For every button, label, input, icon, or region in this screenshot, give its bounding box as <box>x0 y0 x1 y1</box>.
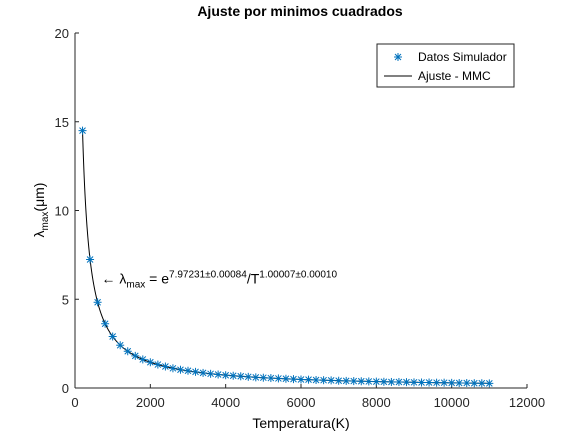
y-axis-label: λmax(μm) <box>31 183 51 238</box>
data-point <box>86 255 95 264</box>
data-point <box>251 373 260 382</box>
data-point <box>357 377 366 386</box>
y-axis-label-lambda: λ <box>31 230 47 237</box>
data-point <box>387 377 396 386</box>
y-tick-label: 15 <box>55 115 69 130</box>
data-point <box>327 376 336 385</box>
x-tick-label: 0 <box>71 395 78 410</box>
data-point <box>462 379 471 388</box>
data-point <box>485 379 494 388</box>
annotation-lambda: λ <box>119 270 126 286</box>
x-tick-label: 6000 <box>287 395 316 410</box>
data-point <box>394 377 403 386</box>
data-point <box>78 126 87 135</box>
data-point <box>304 375 313 384</box>
data-point <box>214 370 223 379</box>
legend-marker-datos-simulador <box>394 53 402 61</box>
data-point <box>161 362 170 371</box>
data-point <box>93 298 102 307</box>
data-point <box>470 379 479 388</box>
data-point <box>153 360 162 369</box>
data-point <box>123 347 132 356</box>
y-tick-label: 5 <box>62 292 69 307</box>
data-point <box>425 378 434 387</box>
annotation-sub: max <box>126 279 145 290</box>
x-tick-label: 12000 <box>509 395 545 410</box>
data-point <box>229 371 238 380</box>
y-ticks: 0 5 10 15 20 <box>55 26 79 396</box>
data-point <box>349 377 358 386</box>
x-tick-label: 4000 <box>211 395 240 410</box>
data-point <box>191 367 200 376</box>
y-axis-label-sub: max <box>40 212 51 231</box>
data-point <box>281 374 290 383</box>
data-point <box>146 358 155 367</box>
chart-title: Ajuste por minimos cuadrados <box>197 3 403 19</box>
data-point <box>101 319 110 328</box>
fit-equation-annotation: ← λmax = e7.97231±0.00084/T1.00007±0.0001… <box>101 269 337 290</box>
data-point <box>372 377 381 386</box>
data-point <box>108 332 117 341</box>
data-point <box>116 341 125 350</box>
x-ticks: 0 2000 4000 6000 8000 10000 12000 <box>71 384 545 410</box>
data-point <box>319 376 328 385</box>
legend: Datos Simulador Ajuste - MMC <box>376 43 515 88</box>
data-point <box>342 376 351 385</box>
annotation-sup-coef: 7.97231±0.00084 <box>169 269 247 280</box>
data-markers <box>78 126 494 388</box>
data-point <box>432 378 441 387</box>
data-point <box>334 376 343 385</box>
annotation-sup-exp: 1.00007±0.00010 <box>259 269 337 280</box>
data-point <box>266 374 275 383</box>
data-point <box>184 366 192 375</box>
data-point <box>289 375 298 384</box>
data-point <box>440 378 449 387</box>
legend-label-ajuste-mmc: Ajuste - MMC <box>418 69 491 83</box>
data-point <box>236 372 245 381</box>
data-point <box>138 355 147 364</box>
data-point <box>221 371 230 380</box>
x-tick-label: 10000 <box>434 395 470 410</box>
y-tick-label: 10 <box>55 204 69 219</box>
data-point <box>199 368 208 377</box>
legend-label-datos-simulador: Datos Simulador <box>418 50 507 64</box>
data-point <box>455 379 464 388</box>
data-point <box>447 378 456 387</box>
data-point <box>312 376 321 385</box>
data-point <box>410 378 418 387</box>
x-axis-label: Temperatura(K) <box>252 415 349 431</box>
data-point <box>274 374 283 383</box>
axes-box <box>75 33 527 388</box>
data-point <box>477 379 486 388</box>
x-tick-label: 8000 <box>362 395 391 410</box>
data-point <box>244 372 253 381</box>
data-point <box>402 378 411 387</box>
annotation-mid: /T <box>247 270 260 286</box>
data-point <box>297 375 305 384</box>
x-tick-label: 2000 <box>136 395 165 410</box>
data-point <box>379 377 388 386</box>
y-tick-label: 20 <box>55 26 69 41</box>
data-point <box>417 378 426 387</box>
data-point <box>176 365 185 374</box>
data-point <box>168 364 177 373</box>
data-point <box>364 377 373 386</box>
data-point <box>259 373 268 382</box>
annotation-eq: = e <box>145 270 169 286</box>
annotation-arrow: ← <box>101 270 115 286</box>
data-point <box>206 369 215 378</box>
data-point <box>131 351 140 360</box>
y-tick-label: 0 <box>62 381 69 396</box>
legend-box <box>376 43 515 88</box>
y-axis-label-unit: (μm) <box>31 183 47 212</box>
plot-area: 0 2000 4000 6000 8000 10000 12000 0 5 10 15 20 <box>55 26 546 410</box>
